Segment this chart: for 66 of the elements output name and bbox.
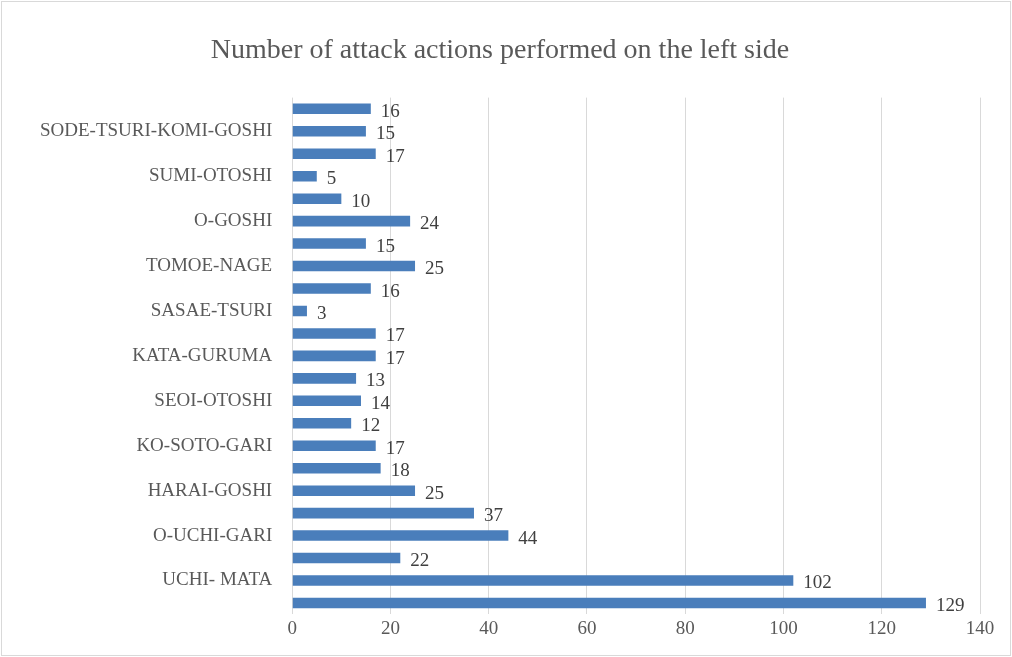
data-label: 5 <box>326 167 337 189</box>
data-label: 37 <box>483 504 503 526</box>
data-label: 16 <box>380 99 400 121</box>
data-label: 15 <box>375 122 395 144</box>
y-tick-label: SASAE-TSURI <box>150 298 273 320</box>
data-label: 3 <box>316 301 327 323</box>
data-label: 15 <box>375 234 395 256</box>
data-label: 25 <box>425 257 445 279</box>
y-tick-label: HARAI-GOSHI <box>147 478 273 500</box>
bar <box>292 597 926 609</box>
x-tick-label: 80 <box>675 616 695 638</box>
x-tick-label: 100 <box>769 616 798 638</box>
x-tick-label: 140 <box>965 616 995 638</box>
x-tick-label: 20 <box>380 616 400 638</box>
y-tick-label: SODE-TSURI-KOMI-GOSHI <box>39 119 273 141</box>
bar <box>292 170 317 182</box>
data-label: 17 <box>385 436 405 458</box>
bar <box>292 148 376 160</box>
bar <box>292 328 376 339</box>
x-tick-label: 120 <box>867 616 896 638</box>
y-tick-label: TOMOE-NAGE <box>145 254 273 276</box>
bar <box>292 103 371 115</box>
bar <box>292 305 307 317</box>
bar <box>292 193 342 204</box>
bar <box>292 283 371 294</box>
bar <box>292 575 794 586</box>
y-tick-label: SEOI-OTOSHI <box>154 388 273 410</box>
bar <box>292 350 376 362</box>
y-tick-label: O-GOSHI <box>194 209 273 231</box>
y-tick-label: KO-SOTO-GARI <box>136 433 273 455</box>
data-label: 17 <box>385 324 405 346</box>
y-tick-label: O-UCHI-GARI <box>152 523 273 545</box>
bar <box>292 395 361 407</box>
bar <box>292 462 381 474</box>
bar <box>292 485 416 496</box>
data-label: 18 <box>390 459 410 481</box>
bar <box>292 418 352 429</box>
data-label: 13 <box>366 369 386 391</box>
data-label: 16 <box>380 279 400 301</box>
data-label: 17 <box>385 346 405 368</box>
chart-title: Number of attack actions performed on the left side <box>210 33 790 65</box>
bar <box>292 507 474 519</box>
data-label: 10 <box>351 189 371 211</box>
y-tick-label: KATA-GURUMA <box>132 343 273 365</box>
bar <box>292 373 357 384</box>
bar <box>292 215 411 227</box>
data-label: 12 <box>361 414 381 436</box>
data-label: 44 <box>518 526 538 548</box>
data-label: 102 <box>803 571 832 593</box>
y-tick-label: SUMI-OTOSHI <box>149 164 273 186</box>
x-tick-label: 60 <box>577 616 597 638</box>
data-label: 17 <box>385 144 405 166</box>
bar <box>292 260 416 272</box>
bar <box>292 530 509 541</box>
y-tick-label: UCHI- MATA <box>162 568 273 590</box>
bar <box>292 440 376 452</box>
data-label: 129 <box>935 593 965 615</box>
bar <box>292 238 366 249</box>
x-tick-label: 40 <box>479 616 499 638</box>
data-label: 22 <box>410 549 430 571</box>
x-tick-label: 0 <box>287 616 297 638</box>
data-label: 24 <box>420 212 440 234</box>
data-label: 25 <box>425 481 445 503</box>
bar <box>292 552 401 564</box>
bar <box>292 126 366 137</box>
data-label: 14 <box>370 391 391 413</box>
